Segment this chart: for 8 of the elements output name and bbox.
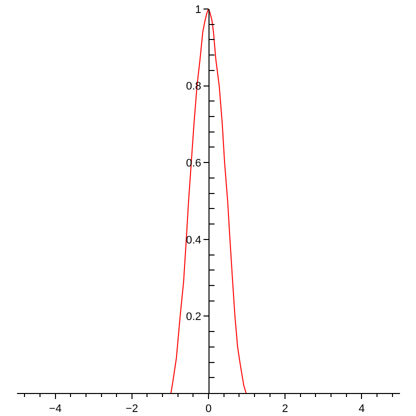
x-tick-label: 4 [358, 403, 365, 416]
y-tick-label: 0.4 [186, 234, 202, 246]
y-tick-label: 0.2 [186, 311, 202, 324]
x-tick-label: 0 [205, 403, 212, 416]
x-tick-label: −2 [126, 403, 138, 416]
x-tick-label: −4 [49, 403, 62, 416]
y-tick-label: 1 [195, 4, 202, 16]
x-tick-label: 2 [282, 403, 288, 416]
